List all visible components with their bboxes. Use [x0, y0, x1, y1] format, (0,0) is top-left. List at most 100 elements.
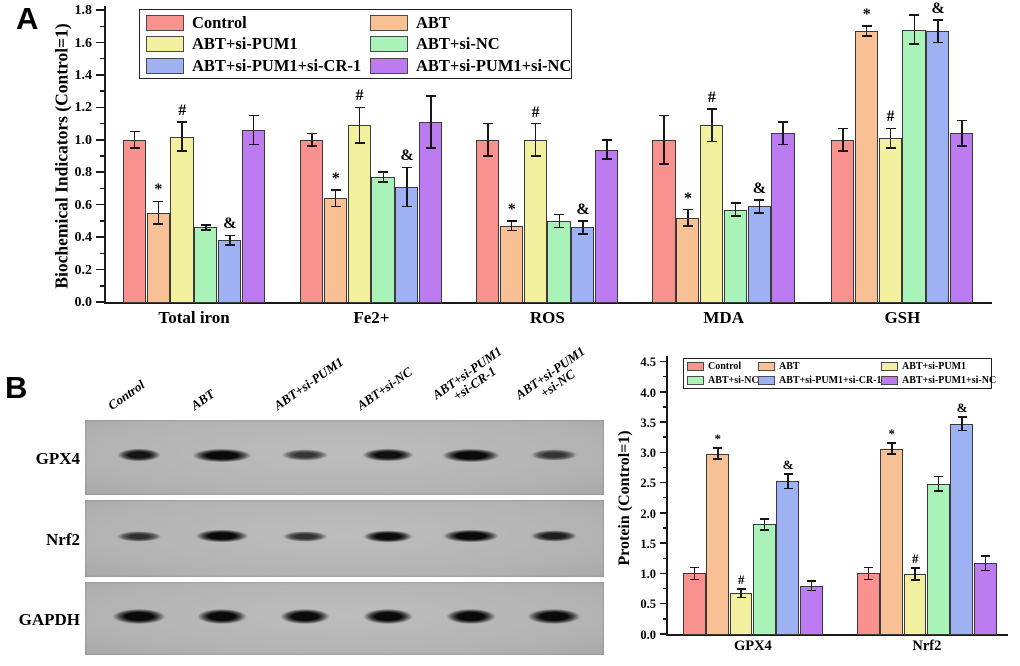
legend-swatch — [687, 375, 704, 385]
error-bar-cap — [887, 453, 897, 455]
y-tick-label: 4.5 — [640, 355, 656, 370]
blot-band — [357, 528, 419, 544]
error-bar-cap — [736, 596, 746, 599]
y-tick — [662, 587, 666, 590]
error-bar-cap — [689, 578, 699, 581]
error-bar-cap — [980, 555, 990, 557]
error-bar-cap — [683, 208, 693, 211]
x-category-label: Total iron — [158, 308, 230, 327]
blot-panel-gpx4 — [85, 420, 604, 495]
blot-band — [106, 606, 172, 626]
bar — [499, 225, 524, 303]
error-bar-cap — [425, 95, 436, 97]
y-tick — [662, 618, 666, 620]
x-category-label: GSH — [884, 308, 921, 327]
bar — [523, 139, 547, 303]
legend-label: ABT — [779, 361, 800, 373]
error-bar-cap — [806, 589, 816, 592]
legend-item: ABT+si-PUM1+si-NC — [881, 375, 996, 386]
error-bar-cap — [378, 181, 389, 183]
panel-a-legend: Control ABT ABT+si-PUM1 ABT+si-NC ABT+si-PUM… — [139, 9, 572, 79]
bar — [706, 453, 729, 635]
sig-marker: * — [714, 431, 722, 447]
bar — [747, 206, 771, 303]
error-bar-cap — [177, 121, 188, 123]
legend-item: ABT — [758, 361, 881, 372]
y-tick — [662, 557, 666, 560]
panel-a-y-axis-label: Biochemical Indicators (Control=1) — [51, 23, 72, 289]
blot-band — [356, 447, 420, 464]
error-bar-line — [758, 199, 761, 213]
y-tick — [662, 527, 666, 529]
y-tick — [96, 268, 104, 271]
legend-label: Control — [192, 12, 247, 32]
blot-panel-nrf2 — [85, 500, 604, 577]
bar — [676, 217, 700, 303]
error-bar-cap — [980, 569, 990, 572]
sig-marker: * — [507, 200, 516, 218]
legend-item: ABT+si-PUM1+si-CR-1 — [146, 56, 370, 76]
error-bar-cap — [659, 114, 670, 117]
error-bar-cap — [957, 416, 967, 418]
sig-marker: & — [782, 457, 794, 473]
sig-marker: & — [931, 0, 945, 17]
bar — [476, 139, 500, 303]
blot-band — [112, 447, 166, 464]
error-bar-cap — [530, 122, 541, 125]
blot-band — [521, 606, 587, 626]
panel-a-label: A — [16, 1, 39, 36]
bar — [926, 31, 950, 303]
y-tick — [99, 57, 104, 60]
blot-row-label: Nrf2 — [46, 529, 80, 549]
error-bar-cap — [601, 139, 612, 141]
blot-band — [357, 606, 419, 626]
y-tick — [660, 360, 666, 363]
error-bar-line — [810, 580, 813, 591]
error-bar-cap — [934, 475, 944, 478]
error-bar-cap — [402, 166, 413, 169]
y-tick — [660, 451, 666, 454]
blot-lane-label: ABT+si-PUM1 — [270, 354, 347, 413]
y-tick-label: 3.0 — [640, 446, 656, 461]
legend-item: ABT+si-PUM1+si-CR-1 — [758, 375, 882, 386]
y-tick — [662, 466, 666, 469]
bar — [752, 524, 776, 635]
blot-band — [185, 446, 259, 464]
y-axis — [104, 6, 106, 304]
error-bar-cap — [910, 579, 920, 581]
error-bar-cap — [129, 147, 140, 149]
error-bar-line — [937, 19, 939, 43]
bar — [831, 139, 855, 303]
error-bar-cap — [934, 490, 944, 492]
error-bar-cap — [153, 200, 164, 203]
bar — [950, 133, 974, 303]
error-bar-line — [891, 443, 893, 455]
error-bar-cap — [578, 233, 589, 235]
bar — [419, 121, 443, 303]
bar — [371, 177, 395, 303]
y-tick — [96, 236, 104, 238]
sig-marker: # — [707, 88, 716, 106]
error-bar-cap — [909, 14, 920, 16]
blot-band — [276, 448, 334, 463]
sig-marker: * — [684, 189, 692, 207]
x-category-label: Nrf2 — [912, 638, 942, 654]
error-bar-line — [534, 123, 537, 157]
sig-marker: # — [531, 103, 540, 121]
error-bar-line — [181, 121, 183, 152]
blot-band — [436, 528, 506, 545]
error-bar-cap — [248, 114, 259, 117]
error-bar-cap — [506, 229, 517, 232]
x-axis — [666, 634, 1008, 636]
y-tick — [660, 633, 666, 635]
blot-lane-label: ABT+si-NC — [353, 363, 415, 413]
x-category-label: MDA — [703, 308, 744, 327]
bar — [950, 423, 974, 635]
legend-label: ABT+si-NC — [416, 34, 500, 53]
y-tick — [96, 74, 104, 76]
error-bar-line — [865, 26, 868, 36]
sig-marker: & — [956, 400, 968, 416]
x-category-label: Fe2+ — [353, 308, 390, 327]
error-bar-line — [782, 121, 784, 145]
error-bar-cap — [760, 518, 770, 520]
